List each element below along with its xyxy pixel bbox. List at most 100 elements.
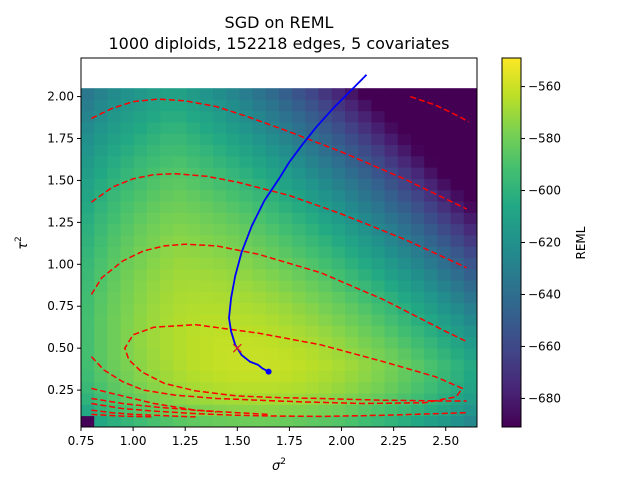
heatmap-cell bbox=[450, 325, 465, 338]
heatmap-cell bbox=[424, 167, 438, 179]
heatmap-cell bbox=[160, 223, 174, 236]
heatmap-cell bbox=[371, 291, 385, 304]
heatmap-cell bbox=[213, 347, 227, 360]
heatmap-cell bbox=[397, 99, 412, 112]
heatmap-cell bbox=[292, 268, 306, 281]
heatmap-cell bbox=[173, 246, 187, 258]
heatmap-cell bbox=[147, 99, 161, 112]
heatmap-cell bbox=[213, 235, 227, 247]
heatmap-cell bbox=[279, 415, 293, 427]
heatmap-cell bbox=[81, 381, 95, 394]
heatmap-cell bbox=[463, 404, 477, 417]
heatmap-cell bbox=[397, 359, 412, 371]
heatmap-cell bbox=[292, 133, 306, 146]
heatmap-cell bbox=[239, 302, 253, 315]
heatmap-cell bbox=[384, 381, 399, 394]
heatmap-cell bbox=[81, 336, 95, 349]
heatmap-cell bbox=[120, 201, 135, 213]
heatmap-cell bbox=[81, 201, 95, 213]
heatmap-cell bbox=[239, 359, 253, 371]
heatmap-cell bbox=[265, 359, 280, 371]
heatmap-cell bbox=[411, 246, 425, 258]
heatmap-cell bbox=[147, 155, 161, 168]
heatmap-cell bbox=[107, 291, 121, 304]
heatmap-cell bbox=[318, 291, 333, 304]
heatmap-cell bbox=[437, 280, 451, 292]
heatmap-cell bbox=[411, 415, 425, 427]
heatmap-cell bbox=[186, 88, 201, 100]
heatmap-cell bbox=[81, 122, 95, 134]
heatmap-cell bbox=[384, 257, 399, 270]
heatmap-cell bbox=[305, 370, 319, 383]
heatmap-cell bbox=[81, 110, 95, 123]
heatmap-cell bbox=[384, 268, 399, 281]
heatmap-cell bbox=[107, 201, 121, 213]
heatmap-cell bbox=[94, 144, 108, 157]
heatmap-cell bbox=[318, 314, 333, 326]
heatmap-cell bbox=[397, 246, 412, 258]
colorbar-tick-label: −560 bbox=[528, 80, 561, 94]
heatmap-cell bbox=[173, 347, 187, 360]
heatmap-cell bbox=[213, 415, 227, 427]
heatmap-cell bbox=[463, 381, 477, 394]
heatmap-cell bbox=[371, 336, 385, 349]
heatmap-cell bbox=[345, 110, 359, 123]
heatmap-cell bbox=[81, 359, 95, 371]
heatmap-cell bbox=[265, 336, 280, 349]
heatmap-cell bbox=[173, 189, 187, 202]
heatmap-cell bbox=[463, 189, 477, 202]
heatmap-cell bbox=[239, 291, 253, 304]
heatmap-cell bbox=[213, 122, 227, 134]
heatmap-cell bbox=[331, 88, 346, 100]
heatmap-cell bbox=[384, 122, 399, 134]
heatmap-cell bbox=[397, 325, 412, 338]
heatmap-cell bbox=[107, 122, 121, 134]
heatmap-cell bbox=[331, 167, 346, 179]
heatmap-cell bbox=[173, 223, 187, 236]
heatmap-cell bbox=[318, 347, 333, 360]
heatmap-cell bbox=[173, 99, 187, 112]
heatmap-cell bbox=[450, 314, 465, 326]
heatmap-cell bbox=[186, 347, 201, 360]
heatmap-cell bbox=[94, 201, 108, 213]
heatmap-cell bbox=[226, 133, 240, 146]
heatmap-cell bbox=[252, 393, 267, 405]
heatmap-cell bbox=[226, 302, 240, 315]
heatmap-cell bbox=[450, 381, 465, 394]
heatmap-cell bbox=[265, 381, 280, 394]
heatmap-cell bbox=[292, 393, 306, 405]
heatmap-cell bbox=[239, 189, 253, 202]
heatmap-cell bbox=[331, 415, 346, 427]
heatmap-cell bbox=[384, 189, 399, 202]
heatmap-cell bbox=[107, 88, 121, 100]
heatmap-cell bbox=[345, 201, 359, 213]
heatmap-cell bbox=[358, 370, 372, 383]
heatmap-cell bbox=[463, 88, 477, 100]
heatmap-cell bbox=[199, 359, 214, 371]
heatmap-cell bbox=[345, 88, 359, 100]
heatmap-cell bbox=[147, 347, 161, 360]
x-tick-label: 2.00 bbox=[328, 434, 355, 448]
heatmap-cell bbox=[305, 257, 319, 270]
heatmap-cell bbox=[450, 223, 465, 236]
heatmap-cell bbox=[305, 212, 319, 225]
heatmap-cell bbox=[292, 88, 306, 100]
heatmap-cell bbox=[279, 302, 293, 315]
heatmap-cell bbox=[173, 280, 187, 292]
heatmap-cell bbox=[147, 280, 161, 292]
heatmap-cell bbox=[424, 347, 438, 360]
heatmap-cell bbox=[411, 393, 425, 405]
heatmap-cell bbox=[331, 246, 346, 258]
heatmap-cell bbox=[424, 122, 438, 134]
heatmap-cell bbox=[279, 235, 293, 247]
heatmap-cell bbox=[265, 144, 280, 157]
x-axis: 0.75 1.00 1.25 1.50 1.75 2.00 2.25 2.50 bbox=[68, 427, 459, 448]
heatmap-cell bbox=[397, 336, 412, 349]
heatmap-cell bbox=[384, 280, 399, 292]
heatmap-cell bbox=[107, 359, 121, 371]
heatmap-cell bbox=[173, 212, 187, 225]
heatmap-cell bbox=[94, 302, 108, 315]
heatmap-cell bbox=[450, 359, 465, 371]
heatmap-cell bbox=[463, 302, 477, 315]
